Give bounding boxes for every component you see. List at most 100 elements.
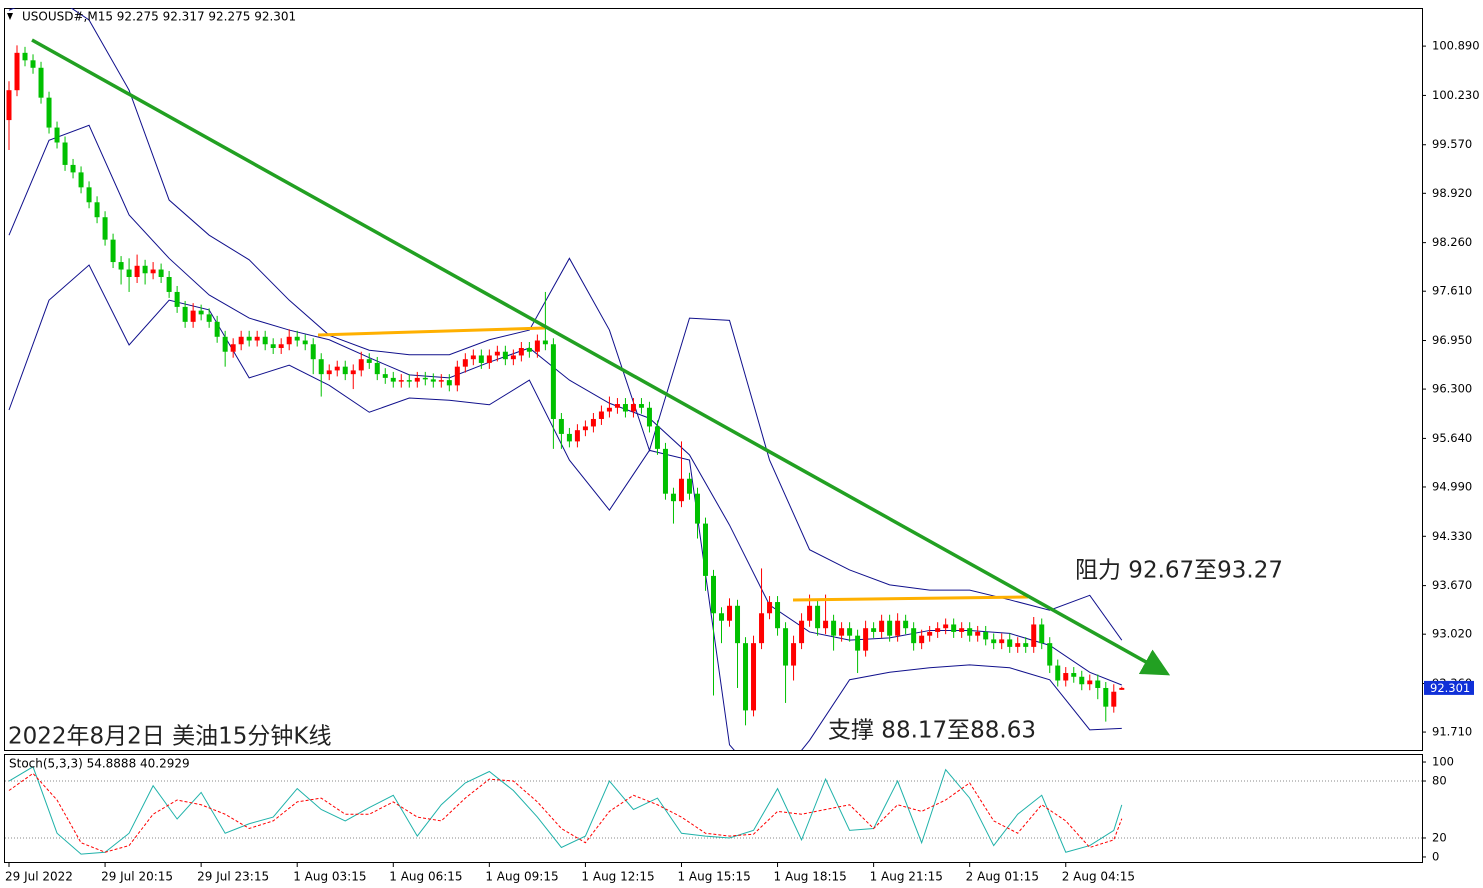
candle-body [903, 620, 909, 629]
candle-body [206, 314, 212, 322]
candle-body [1119, 687, 1125, 690]
candle-body [686, 478, 692, 494]
x-tick-label: 1 Aug 03:15 [293, 870, 366, 884]
menu-icon [7, 13, 13, 20]
candle-body [470, 355, 476, 360]
stoch-layer [5, 766, 1422, 855]
candle-body [598, 411, 604, 419]
candle-body [382, 374, 388, 378]
candle-body [999, 639, 1005, 644]
y-tick-label: 0 [1432, 849, 1439, 863]
y-tick-label: 93.020 [1432, 627, 1472, 641]
candle-body [606, 407, 612, 412]
candle-body [1071, 673, 1077, 677]
candle-body [855, 635, 861, 651]
candle-body [534, 340, 540, 352]
candle-body [494, 351, 500, 356]
axes: 100.890 100.230 99.570 98.920 98.260 97.610 96… [5, 39, 1480, 884]
candle-body [654, 426, 660, 449]
bollinger-band [8, 124, 1122, 686]
candle-body [294, 336, 300, 341]
candle-body [751, 643, 757, 711]
candle-body [502, 351, 508, 360]
candle-body [1031, 624, 1037, 647]
candle-body [791, 643, 797, 666]
candle-body [911, 628, 917, 644]
x-tick-label: 1 Aug 18:15 [774, 870, 847, 884]
candle-body [622, 404, 628, 412]
candle-body [646, 407, 652, 427]
y-tick-label: 100.890 [1432, 39, 1480, 53]
candle-body [158, 269, 164, 278]
candle-body [78, 172, 84, 188]
candle-body [430, 379, 436, 382]
candle-body [959, 628, 965, 632]
chart-caption: 2022年8月2日 美油15分钟K线 [8, 724, 331, 750]
candle-body [310, 344, 316, 360]
candle-body [510, 355, 516, 360]
y-tick-label: 94.330 [1432, 529, 1472, 543]
candle-body [719, 613, 725, 621]
x-tick-label: 29 Jul 2022 [5, 870, 73, 884]
candle-body [1015, 643, 1021, 647]
candle-body [863, 628, 869, 651]
candle-body [879, 620, 885, 632]
candle-body [518, 347, 524, 356]
candle-body [446, 380, 452, 386]
candle-body [895, 620, 901, 636]
candle-body [374, 362, 380, 375]
candle-body [70, 164, 76, 173]
candle-body [390, 377, 396, 382]
candle-body [350, 370, 356, 375]
candle-body [711, 575, 716, 614]
x-tick-label: 1 Aug 21:15 [870, 870, 943, 884]
y-tick-label: 100 [1432, 755, 1454, 769]
candle-body [286, 336, 292, 345]
candle-body [102, 217, 108, 240]
candle-body [462, 359, 468, 367]
candle-body [126, 269, 132, 278]
main-pane [4, 8, 1423, 751]
candle-body [438, 380, 444, 382]
x-tick-label: 1 Aug 06:15 [389, 870, 462, 884]
candle-body [983, 631, 989, 640]
candle-body [847, 628, 853, 636]
stoch-line [8, 766, 1123, 855]
candle-body [262, 336, 268, 345]
candle-body [366, 359, 372, 363]
candle-body [1087, 680, 1093, 685]
y-tick-label: 95.640 [1432, 431, 1472, 445]
y-tick-label: 98.920 [1432, 186, 1472, 200]
x-tick-label: 2 Aug 01:15 [966, 870, 1039, 884]
last-price-label: 92.301 [1430, 681, 1470, 695]
y-tick-label: 94.990 [1432, 479, 1472, 493]
y-tick-label: 91.710 [1432, 725, 1472, 739]
resistance-line [317, 326, 546, 337]
y-tick-label: 93.670 [1432, 578, 1472, 592]
candle-body [414, 377, 420, 382]
y-tick-label: 99.570 [1432, 137, 1472, 151]
candle-body [662, 448, 668, 494]
candle-body [1079, 676, 1085, 685]
candle-body [278, 344, 284, 348]
candle-body [759, 613, 765, 644]
x-tick-label: 1 Aug 09:15 [485, 870, 558, 884]
candle-body [823, 620, 829, 629]
y-tick-label: 80 [1432, 774, 1447, 788]
candle-body [1023, 643, 1029, 647]
candle-body [694, 493, 700, 524]
candle-body [486, 355, 492, 363]
candle-body [670, 493, 676, 502]
candle-body [118, 262, 124, 270]
price-layer [6, 8, 1125, 750]
candle-body [238, 336, 244, 345]
x-tick-label: 1 Aug 12:15 [581, 870, 654, 884]
candle-body [526, 347, 532, 352]
candle-body [702, 523, 708, 576]
candle-body [1095, 680, 1101, 688]
candle-body [935, 628, 941, 632]
candle-body [62, 142, 68, 165]
candle-body [574, 430, 580, 442]
candle-body [334, 366, 340, 371]
candle-body [566, 433, 572, 442]
